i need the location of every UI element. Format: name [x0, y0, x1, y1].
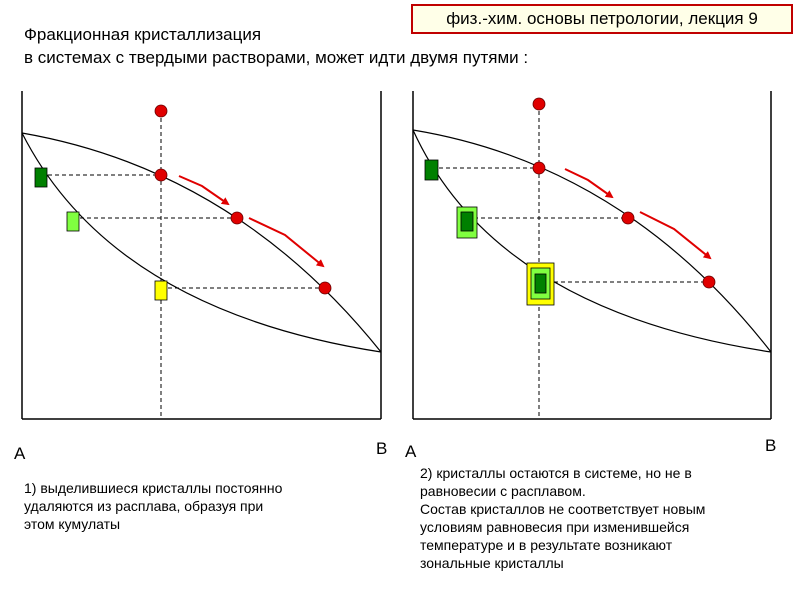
- left-melt-point-initial: [154, 104, 168, 118]
- right-zoned-crystal-2: [456, 206, 478, 239]
- right-arrow-2: [639, 211, 712, 260]
- right-caption-line-6: зональные кристаллы: [420, 555, 564, 571]
- right-caption-line-5: температуре и в результате возникают: [420, 537, 673, 553]
- right-caption-line-4: условиям равновесия при изменившейся: [420, 519, 690, 535]
- right-caption-line-3: Состав кристаллов не соответствует новым: [420, 501, 706, 517]
- right-caption-line-2: равновесии с расплавом.: [420, 483, 586, 499]
- lecture-badge: физ.-хим. основы петрологии, лекция 9: [411, 4, 793, 34]
- right-crystal-1: [424, 159, 439, 181]
- right-melt-point-initial: [532, 97, 546, 111]
- left-crystal-1: [34, 167, 48, 188]
- left-label-a: A: [14, 444, 26, 463]
- right-caption-line-1: 2) кристаллы остаются в системе, но не в: [420, 465, 692, 481]
- right-crystal-3-core: [534, 273, 547, 294]
- right-melt-point-2: [621, 211, 635, 225]
- left-caption: 1) выделившиеся кристаллы постоянно удал…: [24, 479, 282, 533]
- left-caption-line-3: этом кумулаты: [24, 516, 121, 532]
- right-melt-point-3: [702, 275, 716, 289]
- left-arrow-2: [248, 217, 325, 268]
- right-solidus-curve: [412, 129, 772, 353]
- left-arrow-1: [178, 175, 230, 206]
- left-liquidus-curve: [21, 132, 382, 353]
- left-crystal-3: [154, 280, 168, 301]
- right-caption: 2) кристаллы остаются в системе, но не в…: [420, 464, 705, 572]
- left-caption-line-2: удаляются из расплава, образуя при: [24, 498, 264, 514]
- left-caption-line-1: 1) выделившиеся кристаллы постоянно: [24, 480, 283, 496]
- title-line-1: Фракционная кристаллизация: [24, 25, 262, 44]
- right-liquidus-curve: [412, 129, 772, 353]
- right-diagram: [412, 91, 772, 420]
- right-crystal-2-core: [460, 211, 474, 232]
- page-title: Фракционная кристаллизация в системах с …: [24, 23, 528, 69]
- right-zoned-crystal-3: [526, 262, 555, 306]
- left-melt-point-2: [230, 211, 244, 225]
- right-label-b: B: [765, 436, 777, 455]
- right-label-a: A: [405, 442, 417, 461]
- left-diagram: [21, 91, 382, 420]
- right-melt-point-1: [532, 161, 546, 175]
- left-crystal-2: [66, 211, 80, 232]
- left-solidus-curve: [21, 132, 382, 353]
- left-melt-point-1: [154, 168, 168, 182]
- left-label-b: B: [376, 439, 388, 458]
- title-line-2: в системах с твердыми растворами, может …: [24, 48, 529, 67]
- left-melt-point-3: [318, 281, 332, 295]
- right-arrow-1: [564, 168, 614, 199]
